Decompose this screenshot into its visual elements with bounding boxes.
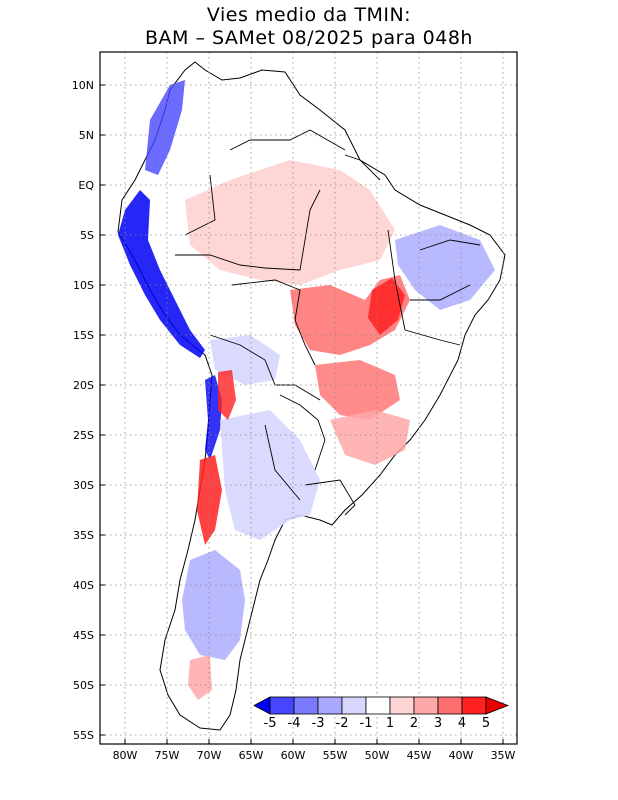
warm-bias-south-brazil: [330, 410, 410, 465]
lat-label: 35S: [73, 529, 94, 542]
lon-label: 60W: [281, 749, 306, 762]
colorbar-label: 5: [482, 716, 490, 731]
lat-label: EQ: [78, 179, 94, 192]
lat-label: 5N: [79, 129, 94, 142]
map-content: [117, 61, 506, 731]
map-gridlines: [100, 52, 517, 744]
lat-label: 10N: [72, 79, 94, 92]
warm-bias-chile-central: [197, 455, 222, 545]
lon-label: 80W: [113, 749, 138, 762]
lon-label: 65W: [239, 749, 264, 762]
lat-label: 50S: [73, 679, 94, 692]
warm-bias-patagonia-south: [188, 655, 212, 700]
map-title-line1: Vies medio da TMIN:: [206, 4, 412, 26]
lat-label: 30S: [73, 479, 94, 492]
colorbar-label: 1: [386, 716, 394, 731]
country-borders: [175, 129, 481, 516]
lon-label: 70W: [197, 749, 222, 762]
colorbar-label: -2: [336, 716, 349, 731]
colorbar-cell: [365, 696, 391, 715]
colorbar-label: -1: [360, 716, 373, 731]
colorbar-label: 4: [458, 716, 466, 731]
latitude-labels: 10N 5N EQ 5S 10S 15S 20S 25S 30S 35S 40S…: [72, 79, 95, 742]
lon-label: 50W: [365, 749, 390, 762]
lon-label: 75W: [155, 749, 180, 762]
colorbar-cell: [341, 696, 367, 715]
lat-label: 45S: [73, 629, 94, 642]
cold-bias-brazil-east: [395, 225, 495, 310]
colorbar-label: -5: [264, 716, 277, 731]
lat-label: 5S: [80, 229, 94, 242]
cold-bias-patagonia: [182, 550, 245, 660]
frame-ticks: [100, 84, 504, 744]
cold-bias-colombia: [145, 80, 185, 175]
lon-label: 40W: [449, 749, 474, 762]
colorbar-cell: [293, 696, 319, 715]
colorbar-cell: [413, 696, 439, 715]
colorbar: -5 -4 -3 -2 -1 1 2 3 4 5: [253, 696, 510, 731]
warm-bias-amazon: [185, 160, 395, 285]
lat-label: 10S: [73, 279, 94, 292]
colorbar-cell: [269, 696, 295, 715]
longitude-labels: 80W 75W 70W 65W 60W 55W 50W 45W 40W 35W: [113, 749, 516, 762]
cold-bias-chile: [205, 375, 222, 460]
warm-bias-atacama: [218, 370, 236, 420]
colorbar-arrow-left: [253, 696, 271, 715]
lon-label: 35W: [491, 749, 516, 762]
colorbar-arrow-right: [485, 696, 510, 715]
lat-label: 20S: [73, 379, 94, 392]
map-title-line2: BAM – SAMet 08/2025 para 048h: [145, 27, 473, 49]
cold-bias-andes-north: [118, 190, 205, 358]
lon-label: 55W: [323, 749, 348, 762]
colorbar-cell: [317, 696, 343, 715]
colorbar-cell: [437, 696, 463, 715]
colorbar-cell: [461, 696, 487, 715]
cold-bias-argentina: [220, 410, 320, 540]
colorbar-cell: [389, 696, 415, 715]
colorbar-label: -3: [312, 716, 325, 731]
lat-label: 25S: [73, 429, 94, 442]
lon-label: 45W: [407, 749, 432, 762]
warm-bias-pantanal: [315, 360, 400, 420]
colorbar-label: -4: [288, 716, 301, 731]
lat-label: 40S: [73, 579, 94, 592]
lat-label: 55S: [73, 729, 94, 742]
colorbar-label: 3: [434, 716, 442, 731]
map-frame: [99, 51, 518, 745]
lat-label: 15S: [73, 329, 94, 342]
colorbar-label: 2: [410, 716, 418, 731]
